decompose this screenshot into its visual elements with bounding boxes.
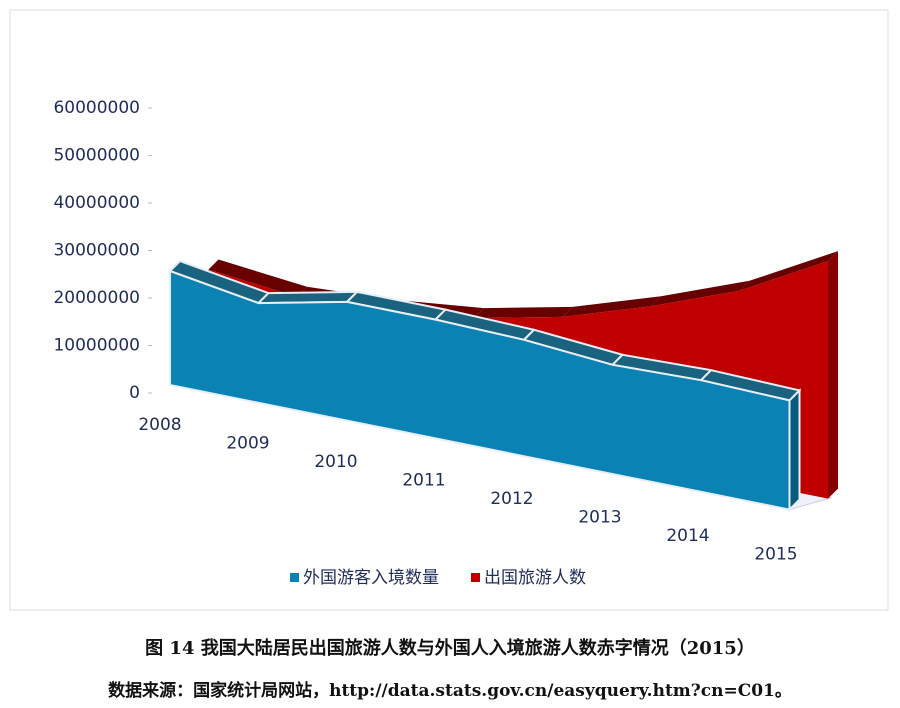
y-tick-label: 0	[129, 383, 140, 403]
x-tick-label: 2014	[666, 526, 709, 546]
y-tick-label: 60000000	[53, 98, 140, 118]
y-tick-label: 50000000	[53, 146, 140, 166]
x-tick-label: 2010	[314, 452, 357, 472]
area	[169, 269, 791, 511]
x-tick-label: 2008	[138, 415, 181, 435]
y-tick-label: 40000000	[53, 193, 140, 213]
y-tick-label: 10000000	[53, 336, 140, 356]
legend-swatch	[290, 573, 299, 582]
legend-label: 出国旅游人数	[484, 568, 586, 588]
source: 数据来源：国家统计局网站，http://data.stats.gov.cn/ea…	[108, 681, 792, 701]
area-top	[562, 296, 661, 317]
x-tick-label: 2015	[754, 545, 797, 565]
y-tick-label: 30000000	[53, 241, 140, 261]
area-side	[828, 251, 838, 499]
x-tick-label: 2012	[490, 489, 533, 509]
caption: 图 14 我国大陆居民出国旅游人数与外国人入境旅游人数赤字情况（2015）	[145, 638, 755, 659]
y-tick-label: 20000000	[53, 288, 140, 308]
area-top	[208, 259, 307, 297]
area-top	[739, 251, 838, 291]
area-side	[788, 387, 801, 513]
area-top	[474, 306, 573, 319]
x-tick-label: 2009	[226, 434, 269, 454]
area-top	[651, 280, 750, 307]
legend-label: 外国游客入境数量	[303, 568, 439, 588]
x-tick-label: 2011	[402, 471, 445, 491]
x-tick-label: 2013	[578, 508, 621, 528]
legend-swatch	[471, 573, 480, 582]
